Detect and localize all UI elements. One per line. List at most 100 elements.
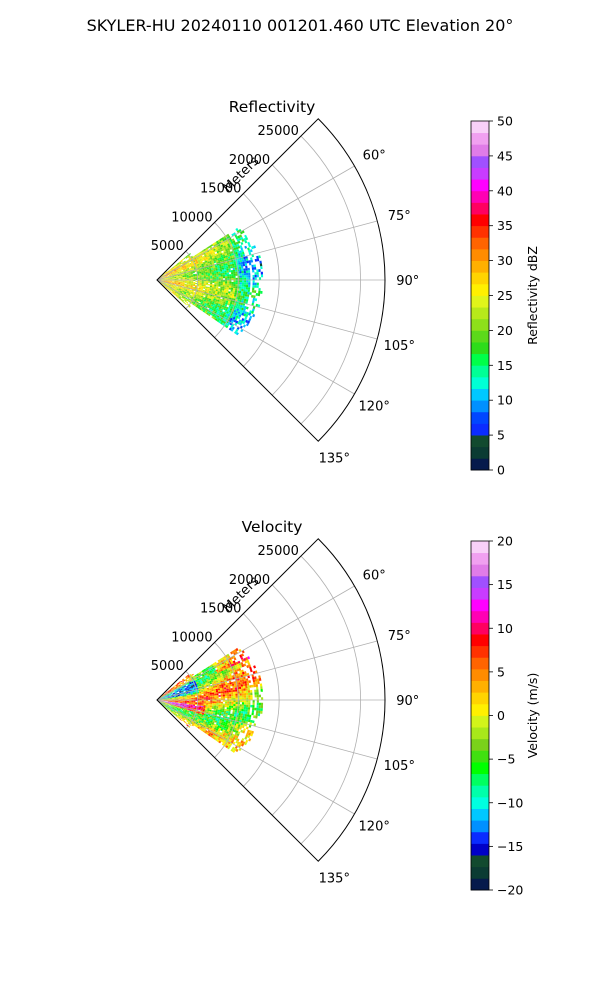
data-cell [230, 291, 233, 294]
data-cell [217, 719, 220, 722]
data-cell [193, 686, 196, 689]
data-cell [227, 696, 230, 699]
data-cell [235, 647, 239, 652]
data-cell [240, 684, 244, 687]
data-cell [259, 260, 262, 264]
data-cell [212, 284, 215, 286]
data-cell [222, 271, 225, 274]
data-cell [217, 248, 221, 251]
data-cell [247, 241, 251, 245]
data-cell [168, 285, 171, 288]
data-cell [170, 706, 173, 708]
data-cell [222, 274, 225, 277]
data-cell [184, 701, 187, 703]
colorbar-segment [471, 680, 489, 693]
data-cell [182, 290, 185, 292]
data-cell [206, 723, 209, 727]
data-cell [203, 262, 206, 265]
data-cell [208, 718, 212, 721]
data-cell [222, 733, 226, 737]
data-cell [178, 290, 181, 292]
data-cell [163, 273, 166, 275]
data-cell [176, 287, 179, 289]
data-cell [201, 275, 204, 277]
data-cell [173, 705, 176, 707]
data-cell [184, 703, 187, 705]
data-cell [207, 286, 210, 289]
data-cell [172, 287, 175, 289]
data-cell [201, 673, 204, 676]
data-cell [247, 656, 251, 660]
colorbar-segment [471, 599, 489, 612]
data-cell [178, 277, 181, 279]
data-cell [247, 291, 250, 295]
data-cell [164, 284, 167, 287]
data-cell [210, 305, 213, 308]
data-cell [203, 724, 207, 727]
data-cell [250, 257, 253, 261]
data-cell [206, 668, 209, 672]
data-cell [176, 275, 179, 277]
data-cell [216, 670, 220, 674]
data-cell [192, 271, 195, 273]
data-cell [237, 724, 241, 727]
data-cell [176, 292, 179, 294]
data-cell [246, 277, 249, 280]
data-cell [176, 296, 179, 299]
data-cell [167, 278, 170, 279]
data-cell [253, 681, 256, 685]
data-cell [215, 724, 218, 727]
data-cell [254, 272, 257, 275]
data-cell [163, 702, 166, 704]
data-cell [233, 277, 236, 280]
data-cell [180, 280, 183, 282]
colorbar-tick-label: 45 [497, 148, 513, 163]
data-cell [205, 682, 208, 685]
data-cell [223, 685, 226, 688]
data-cell [208, 711, 212, 713]
data-cell [207, 270, 210, 272]
data-cell [245, 265, 248, 269]
data-cell [242, 700, 245, 703]
data-cell [202, 297, 205, 300]
data-cell [160, 702, 163, 704]
data-cell [216, 696, 219, 699]
data-cell [217, 317, 221, 321]
data-cell [182, 284, 185, 286]
data-cell [186, 285, 189, 287]
data-cell [243, 657, 247, 662]
data-cell [259, 263, 263, 267]
data-cell [183, 265, 186, 268]
data-cell [241, 693, 244, 696]
data-cell [205, 295, 208, 298]
data-cell [182, 702, 185, 704]
data-cell [169, 695, 172, 697]
data-cell [242, 295, 245, 299]
data-cell [180, 281, 183, 283]
data-cell [161, 281, 164, 283]
data-cell [239, 280, 242, 283]
data-cell [209, 260, 212, 263]
data-cell [214, 276, 217, 279]
data-cell [172, 267, 175, 269]
data-cell [218, 691, 221, 694]
data-cell [215, 292, 218, 295]
data-cell [208, 304, 211, 308]
data-cell [199, 297, 203, 300]
data-cell [242, 730, 246, 734]
data-cell [194, 300, 197, 303]
data-cell [189, 268, 192, 271]
data-cell [166, 705, 169, 707]
data-cell [225, 685, 229, 688]
data-cell [239, 234, 243, 238]
data-cell [244, 697, 247, 700]
data-cell [235, 671, 238, 675]
data-cell [235, 332, 239, 336]
data-cell [225, 313, 228, 316]
data-cell [208, 702, 211, 705]
data-cell [180, 714, 183, 717]
data-cell [198, 689, 201, 692]
data-cell [226, 672, 230, 676]
data-cell [239, 695, 242, 698]
data-cell [195, 285, 198, 287]
